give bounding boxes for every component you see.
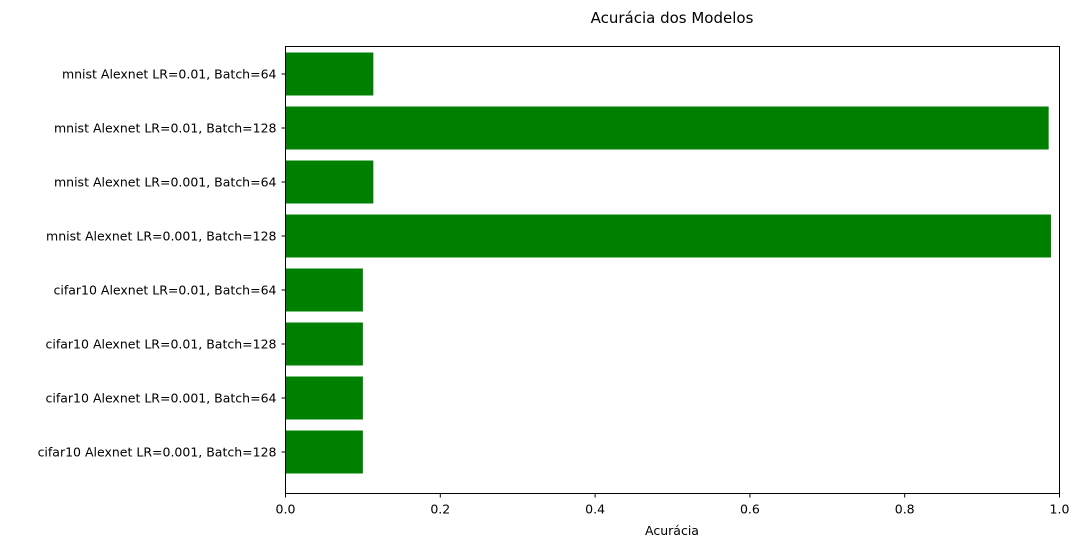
plot-frame [285,46,1060,494]
y-axis-ticks: mnist Alexnet LR=0.01, Batch=64 mnist Ale… [38,67,286,460]
y-tick-label: mnist Alexnet LR=0.001, Batch=64 [54,175,277,190]
y-tick-label: cifar10 Alexnet LR=0.001, Batch=128 [38,445,277,460]
x-tick-label: 0.4 [585,502,605,517]
y-tick-label: mnist Alexnet LR=0.01, Batch=64 [62,67,277,82]
bar [285,322,363,366]
x-tick-label: 0.2 [430,502,450,517]
y-tick-label: mnist Alexnet LR=0.01, Batch=128 [54,121,277,136]
x-tick-label: 0.6 [740,502,760,517]
y-tick-label: cifar10 Alexnet LR=0.01, Batch=64 [53,283,276,298]
bar [285,52,374,96]
x-tick-label: 1.0 [1050,502,1070,517]
x-axis-ticks: 0.0 0.2 0.4 0.6 0.8 1.0 [276,493,1070,517]
bars [285,52,1051,474]
bar [285,268,363,312]
y-tick-label: cifar10 Alexnet LR=0.001, Batch=64 [46,391,277,406]
x-tick-label: 0.8 [895,502,915,517]
x-tick-label: 0.0 [276,502,296,517]
bar [285,214,1051,258]
bar [285,430,363,474]
y-tick-label: cifar10 Alexnet LR=0.01, Batch=128 [46,337,277,352]
bar [285,106,1049,150]
chart-title: Acurácia dos Modelos [591,9,754,27]
x-axis-label: Acurácia [645,523,699,538]
bar [285,376,363,420]
bar [285,160,374,204]
y-tick-label: mnist Alexnet LR=0.001, Batch=128 [46,229,277,244]
